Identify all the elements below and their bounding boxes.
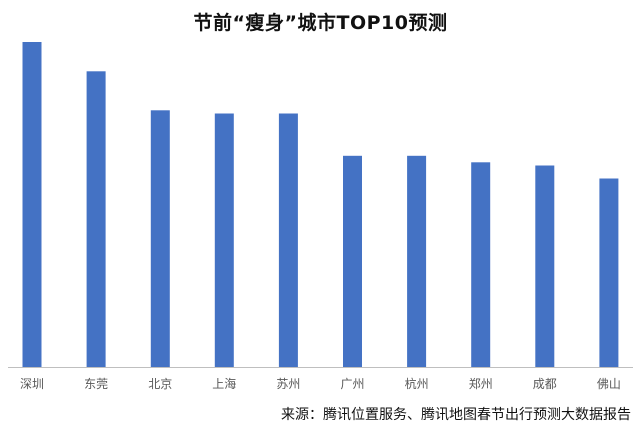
x-tick-labels: 深圳 东莞 北京 上海 苏州 广州 杭州 郑州 成都 佛山	[20, 376, 621, 391]
bars-group	[22, 42, 619, 368]
x-tick-label: 广州	[340, 377, 364, 391]
x-tick-label: 苏州	[276, 377, 300, 391]
bar-0	[22, 42, 42, 367]
x-tick-label: 郑州	[469, 376, 493, 391]
bar-7	[471, 162, 491, 368]
x-tick-label: 北京	[148, 377, 172, 391]
x-tick-label: 上海	[212, 376, 236, 391]
x-tick-label: 佛山	[597, 377, 621, 391]
bar-3	[214, 113, 234, 367]
bar-6	[407, 155, 427, 368]
bar-4	[278, 113, 298, 367]
bar-8	[535, 165, 555, 367]
x-tick-label: 深圳	[20, 377, 44, 391]
bar-9	[599, 178, 619, 367]
bar-5	[343, 155, 362, 368]
x-tick-label: 成都	[533, 377, 557, 391]
chart-title: 节前“瘦身”城市TOP10预测	[193, 12, 448, 34]
source-note: 来源：腾讯位置服务、腾讯地图春节出行预测大数据报告	[281, 407, 631, 423]
bar-1	[86, 71, 106, 368]
bar-2	[150, 110, 170, 368]
x-tick-label: 杭州	[405, 376, 429, 391]
x-tick-label: 东莞	[84, 377, 108, 391]
bar-chart: 深圳 东莞 北京 上海 苏州 广州 杭州 郑州 成都 佛山	[8, 42, 633, 391]
